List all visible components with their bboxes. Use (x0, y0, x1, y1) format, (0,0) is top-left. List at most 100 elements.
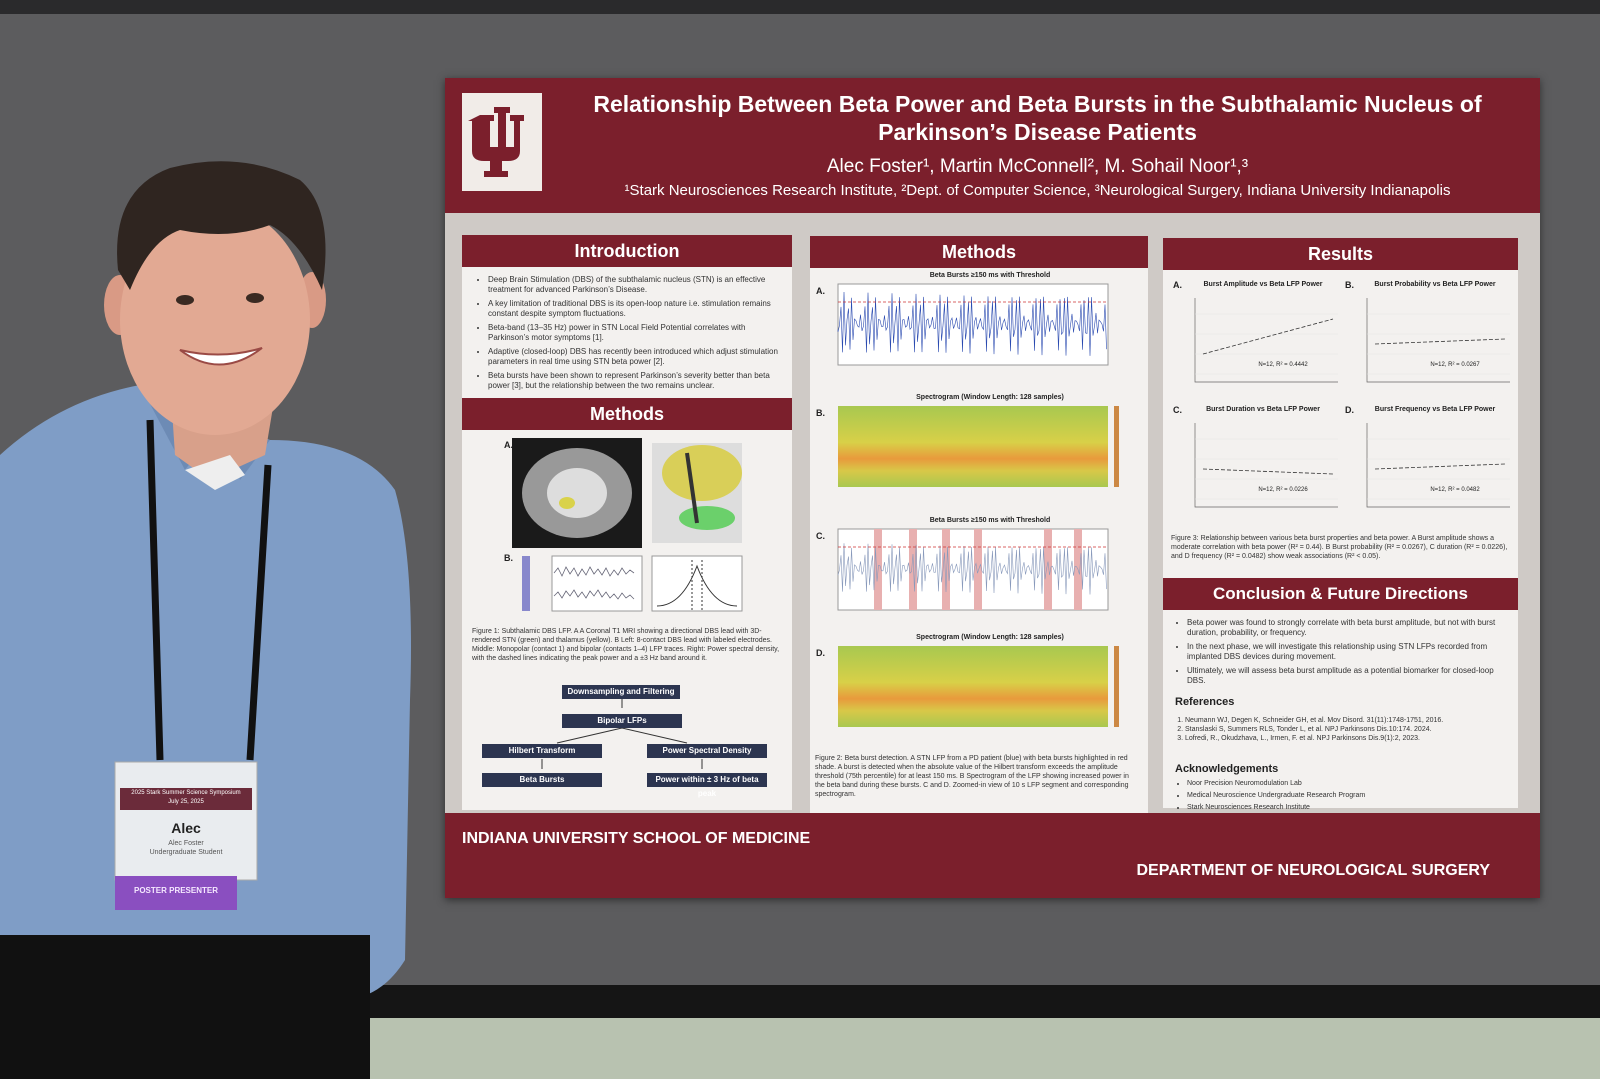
plot (1366, 298, 1510, 383)
plot-shape (837, 283, 1109, 366)
flow-step: Hilbert Transform (482, 744, 602, 758)
list-item: Ultimately, we will assess beta burst am… (1187, 666, 1512, 686)
plot-shape (838, 646, 1108, 727)
panel-title: Beta Bursts ≥150 ms with Threshold (929, 272, 1051, 279)
plot-shape (942, 529, 950, 610)
plot (837, 283, 1109, 366)
references: Neumann WJ, Degen K, Schneider GH, et al… (1171, 716, 1515, 743)
badge-full-name: Alec Foster (168, 840, 204, 847)
list-item: Stark Neurosciences Research Institute (1187, 804, 1517, 812)
panel-title: Burst Amplitude vs Beta LFP Power (1203, 281, 1323, 288)
figure-caption: Figure 3: Relationship between various b… (1171, 535, 1508, 560)
list-item: Lofredi, R., Okudzhava, L., Irmen, F. et… (1185, 734, 1515, 743)
acknowledgements: Noor Precision Neuromodulation Lab Medica… (1171, 780, 1517, 816)
figure-caption: Figure 2: Beta burst detection. A STN LF… (815, 755, 1129, 798)
panel-label: C. (1173, 405, 1182, 415)
flow-step: Bipolar LFPs (562, 714, 682, 728)
figure-caption: Figure 1: Subthalamic DBS LFP. A A Coron… (472, 628, 780, 662)
affiliations: ¹Stark Neurosciences Research Institute,… (624, 182, 1451, 199)
flow-step: Power Spectral Density (647, 744, 767, 758)
column-intro: Introduction Deep Brain Stimulation (DBS… (462, 235, 792, 810)
hair (117, 161, 326, 290)
figure-1 (512, 438, 743, 612)
plot-shape (1114, 406, 1119, 487)
list-item: Neumann WJ, Degen K, Schneider GH, et al… (1185, 716, 1515, 725)
undershirt (185, 455, 245, 490)
plot-shape (837, 291, 1107, 356)
badge-date: July 25, 2025 (168, 799, 204, 805)
fit-label: N=12, R² = 0.0226 (1258, 487, 1308, 493)
poster-header (445, 78, 1540, 213)
logo (462, 93, 542, 191)
plot (838, 406, 1119, 487)
list-item: Medical Neuroscience Undergraduate Resea… (1187, 792, 1517, 800)
section-heading: Methods (462, 398, 792, 430)
flow-step: Power within ± 3 Hz of beta peak (647, 773, 767, 798)
window (360, 1018, 1600, 1079)
plot (1194, 423, 1338, 508)
plot (1366, 423, 1510, 508)
plot-shape (1374, 338, 1506, 345)
footer-left: INDIANA UNIVERSITY SCHOOL OF MEDICINE (462, 830, 811, 847)
list-item: Beta-band (13–35 Hz) power in STN Local … (488, 323, 788, 343)
plot (837, 528, 1109, 611)
column-methods: Methods Figure 2: Beta burst detection. … (810, 236, 1148, 818)
plot-shape (909, 529, 917, 610)
panel-label: D. (816, 648, 825, 658)
panel-label: C. (816, 531, 825, 541)
acknowledgements-heading: Acknowledgements (1175, 763, 1279, 775)
flow-step: Beta Bursts (482, 773, 602, 787)
lanyard (146, 419, 272, 761)
plot-shape (974, 529, 982, 610)
fit-label: N=12, R² = 0.4442 (1258, 362, 1308, 368)
conclusion-bullets: Beta power was found to strongly correla… (1171, 618, 1512, 690)
poster-footer (445, 813, 1540, 898)
list-item: Adaptive (closed-loop) DBS has recently … (488, 347, 788, 367)
face (120, 205, 310, 435)
pants (0, 935, 370, 1079)
fit-label: N=12, R² = 0.0267 (1430, 362, 1480, 368)
plot-shape (837, 543, 1107, 595)
poster: Relationship Between Beta Power and Beta… (445, 78, 1540, 898)
plot-shape (838, 406, 1108, 487)
list-item: Beta bursts have been shown to represent… (488, 371, 788, 391)
badge (114, 761, 258, 881)
panel-label: B. (816, 408, 825, 418)
panel-title: Burst Duration vs Beta LFP Power (1206, 406, 1320, 413)
smile (179, 347, 263, 366)
eye (246, 293, 264, 303)
ribbon (115, 876, 237, 910)
panel-label: A. (504, 440, 513, 450)
panel-title: Burst Probability vs Beta LFP Power (1374, 281, 1496, 288)
list-item: A key limitation of traditional DBS is i… (488, 299, 788, 319)
panel-title: Burst Frequency vs Beta LFP Power (1374, 406, 1496, 413)
panel-title: Beta Bursts ≥150 ms with Threshold (929, 517, 1051, 524)
poster-title: Relationship Between Beta Power and Beta… (593, 91, 1482, 145)
shirt (0, 385, 411, 1000)
section-heading: Results (1163, 238, 1518, 270)
intro-bullets: Deep Brain Stimulation (DBS) of the subt… (472, 275, 788, 395)
authors: Alec Foster¹, Martin McConnell², M. Soha… (826, 156, 1249, 177)
badge-name: Alec (171, 820, 201, 836)
column-results: Results Figure 3: Relationship between v… (1163, 238, 1518, 811)
panel-label: D. (1345, 405, 1354, 415)
panel-label: A. (1173, 280, 1182, 290)
section-heading: Conclusion & Future Directions (1163, 578, 1518, 610)
panel-title: Spectrogram (Window Length: 128 samples) (916, 634, 1064, 641)
plot-shape (1194, 298, 1338, 383)
panel-label: A. (816, 286, 825, 296)
eye (176, 295, 194, 305)
plot-shape (1202, 468, 1334, 475)
plot-shape (1366, 423, 1510, 508)
flow-arrows (541, 698, 703, 769)
plot-shape (1202, 318, 1334, 355)
plot-shape (1114, 646, 1119, 727)
list-item: Beta power was found to strongly correla… (1187, 618, 1512, 638)
badge-role: Undergraduate Student (149, 849, 223, 856)
references-heading: References (1175, 696, 1235, 708)
section-heading: Methods (810, 236, 1148, 268)
fit-label: N=12, R² = 0.0482 (1430, 487, 1480, 493)
panel-label: B. (504, 553, 513, 563)
